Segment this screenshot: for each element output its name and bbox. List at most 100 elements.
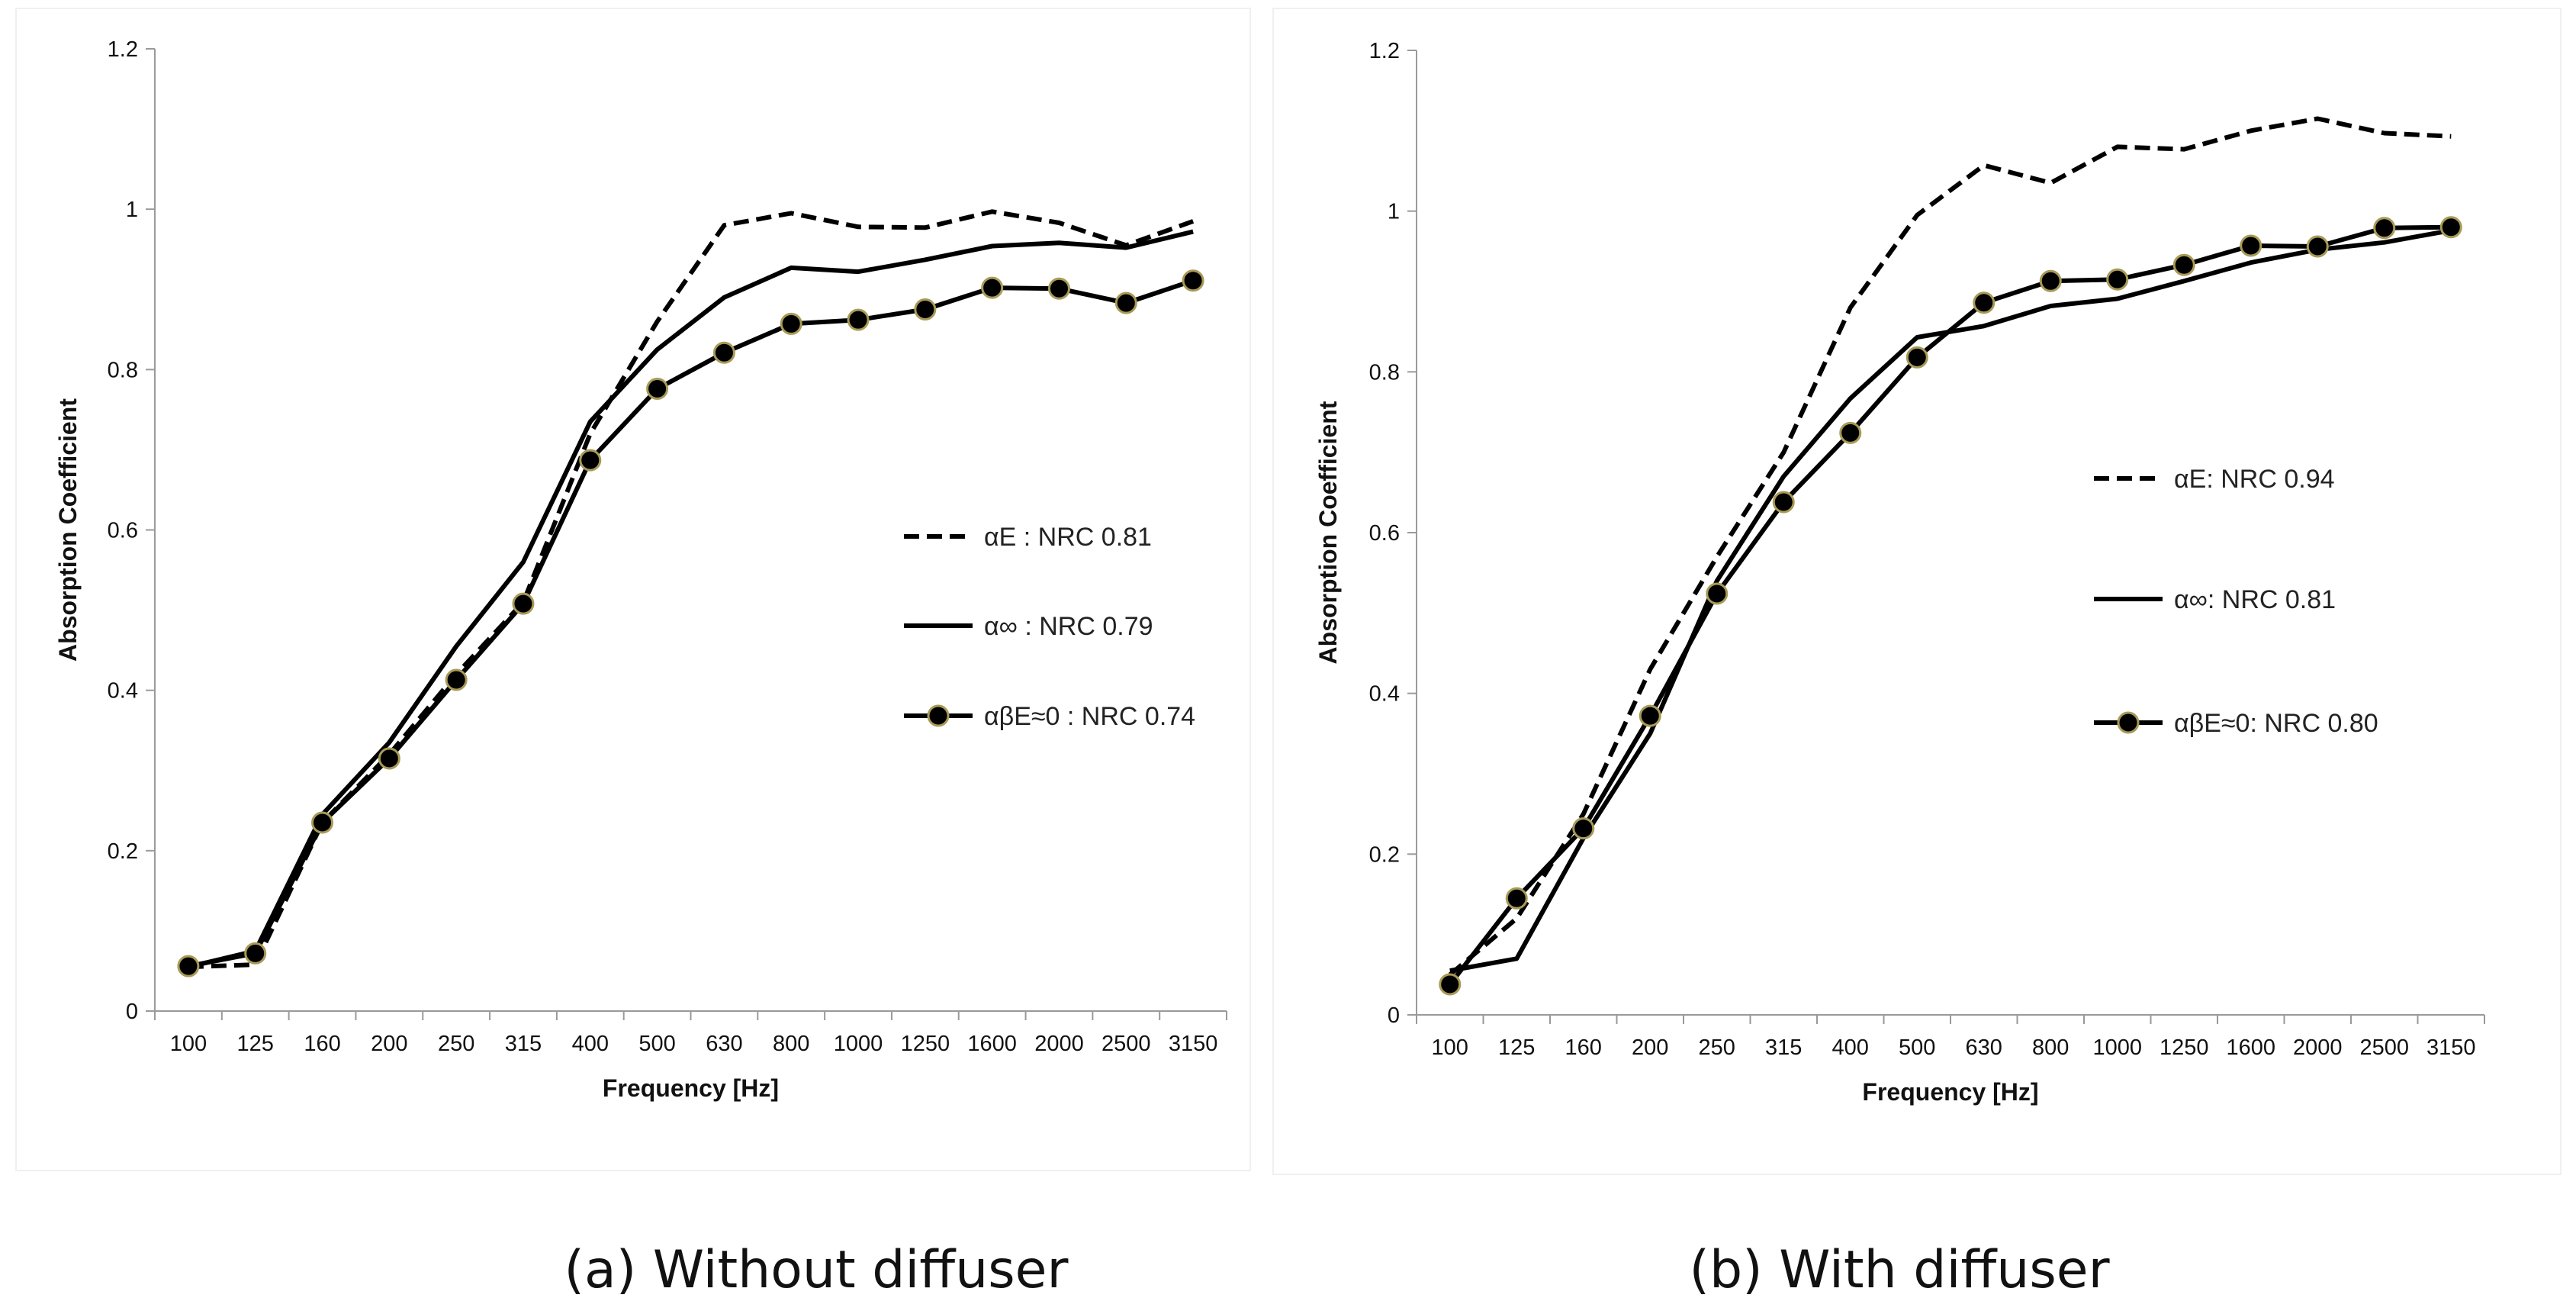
legend-label: αβE≈0: NRC 0.80 [2174, 709, 2378, 738]
legend-swatch-marker [2117, 711, 2140, 734]
chart-panel-b-frame [1272, 8, 2562, 1175]
x-tick-label: 1600 [967, 1032, 1017, 1056]
x-tick-label: 1250 [901, 1032, 950, 1056]
x-tick-label: 2500 [2359, 1035, 2409, 1060]
legend-swatch-marker [927, 704, 950, 727]
marker-series-line [188, 278, 1195, 969]
x-tick-label: 1000 [2092, 1035, 2142, 1060]
x-tick-label: 160 [1565, 1035, 1602, 1060]
chart-panel-b: 0 0.2 0.4 0.6 0.8 1 1.2 100 125 160 200 250 315 400 50… [1314, 39, 2485, 1106]
x-tick-label: 160 [304, 1032, 340, 1056]
data-point-marker [311, 811, 334, 834]
y-axis-label: Absorption Coefficient [54, 398, 82, 662]
data-point-marker [579, 449, 602, 472]
data-point-marker [2373, 217, 2396, 240]
data-point-marker [914, 298, 937, 321]
x-tick-label: 400 [572, 1032, 609, 1056]
chart-panel-a-frame [15, 8, 1251, 1171]
y-tick-label: 0.8 [108, 358, 138, 382]
x-tick-label: 1000 [834, 1032, 883, 1056]
x-tick-label: 125 [237, 1032, 274, 1056]
data-point-marker [1439, 973, 1462, 996]
data-point-marker [2106, 268, 2129, 291]
x-tick-label: 3150 [1169, 1032, 1218, 1056]
legend-label: αE: NRC 0.94 [2174, 465, 2335, 494]
data-point-marker [2240, 234, 2262, 257]
data-point-marker [1572, 817, 1595, 840]
data-point-marker [1839, 421, 1862, 444]
x-tick-label: 500 [1899, 1035, 1935, 1060]
y-tick-label: 0.8 [1369, 360, 1400, 385]
x-tick-label: 400 [1832, 1035, 1869, 1060]
solid-series-line [188, 229, 1194, 970]
x-tick-label: 1250 [2160, 1035, 2209, 1060]
dashed-series-line [1448, 116, 2452, 977]
legend-label: αβE≈0 : NRC 0.74 [984, 702, 1195, 731]
data-point-marker [244, 942, 267, 965]
data-point-marker [445, 668, 468, 691]
data-point-marker [981, 276, 1004, 299]
x-tick-label: 800 [2032, 1035, 2069, 1060]
x-tick-label: 2000 [1034, 1032, 1084, 1056]
caption-a: (a) Without diffuser [564, 1240, 1069, 1300]
x-tick-label: 315 [1765, 1035, 1802, 1060]
data-point-marker [378, 747, 400, 770]
x-tick-label: 125 [1498, 1035, 1535, 1060]
data-point-marker [177, 955, 200, 977]
x-tick-label: 100 [1432, 1035, 1468, 1060]
x-tick-label: 200 [1632, 1035, 1668, 1060]
x-tick-label: 1600 [2226, 1035, 2275, 1060]
y-tick-label: 0 [1388, 1003, 1400, 1028]
x-tick-label: 200 [371, 1032, 407, 1056]
y-tick-label: 1.2 [108, 37, 138, 62]
x-tick-label: 250 [438, 1032, 474, 1056]
y-tick-label: 0.4 [1369, 682, 1400, 707]
x-tick-label: 3150 [2426, 1035, 2476, 1060]
legend-label: α∞ : NRC 0.79 [984, 612, 1153, 641]
x-tick-label: 2000 [2293, 1035, 2343, 1060]
x-tick-label: 315 [505, 1032, 542, 1056]
y-tick-label: 0.2 [1369, 842, 1400, 867]
x-tick-label: 630 [706, 1032, 742, 1056]
data-point-marker [1182, 269, 1204, 292]
marker-series-line [1448, 224, 2452, 986]
y-tick-label: 1 [126, 198, 138, 222]
dashed-series-line [188, 209, 1195, 970]
x-tick-label: 2500 [1101, 1032, 1151, 1056]
legend-label: α∞: NRC 0.81 [2174, 585, 2336, 614]
data-point-marker [1706, 582, 1729, 605]
caption-b: (b) With diffuser [1689, 1240, 2110, 1300]
y-tick-label: 0.4 [108, 679, 138, 704]
data-point-marker [2306, 235, 2329, 258]
y-tick-label: 0.2 [108, 839, 138, 864]
data-point-marker [1047, 277, 1070, 300]
x-axis-label: Frequency [Hz] [603, 1074, 779, 1102]
y-tick-label: 0.6 [108, 519, 138, 543]
y-tick-label: 1.2 [1369, 39, 1400, 63]
data-point-marker [512, 592, 535, 615]
y-axis-label: Absorption Coefficient [1314, 401, 1342, 664]
data-point-marker [1505, 887, 1528, 910]
x-tick-label: 100 [170, 1032, 207, 1056]
data-point-marker [646, 378, 669, 401]
data-point-marker [1772, 491, 1795, 514]
x-tick-label: 630 [1966, 1035, 2002, 1060]
data-point-marker [1114, 291, 1137, 314]
y-tick-label: 0 [126, 1000, 138, 1024]
data-point-marker [2172, 253, 2195, 276]
data-point-marker [847, 308, 870, 331]
y-tick-label: 1 [1388, 200, 1400, 224]
y-tick-label: 0.6 [1369, 521, 1400, 546]
data-point-marker [1905, 346, 1928, 369]
data-point-marker [1639, 704, 1661, 727]
x-tick-label: 250 [1699, 1035, 1735, 1060]
data-point-marker [2439, 216, 2462, 239]
legend-label: αE : NRC 0.81 [984, 523, 1152, 552]
x-axis-label: Frequency [Hz] [1862, 1078, 2038, 1106]
data-point-marker [2039, 269, 2062, 292]
data-point-marker [780, 312, 802, 335]
x-tick-label: 800 [773, 1032, 809, 1056]
x-tick-label: 500 [638, 1032, 675, 1056]
data-point-marker [1973, 291, 1996, 314]
